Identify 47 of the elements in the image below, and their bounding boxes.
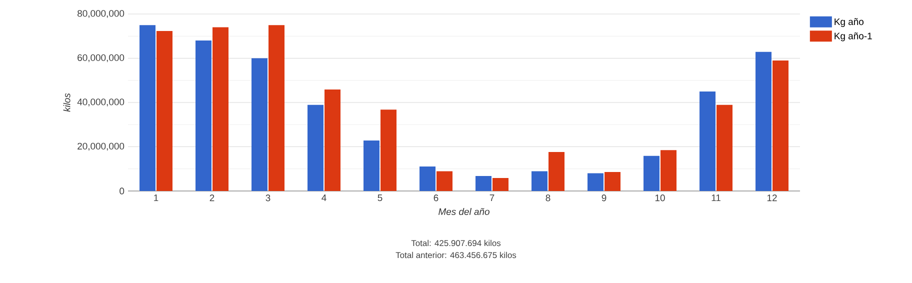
bar: [196, 40, 212, 191]
x-tick-label: 2: [210, 194, 214, 202]
bar: [268, 25, 285, 191]
y-tick-label: 20,000,000: [78, 142, 124, 151]
bar: [604, 172, 621, 191]
bar: [436, 171, 453, 191]
x-tick-label: 11: [712, 194, 720, 202]
bar: [716, 104, 733, 191]
bar: [588, 173, 604, 191]
x-tick-label: 1: [154, 194, 158, 202]
bar: [700, 91, 716, 191]
text: Total anterior: 463.456.675 kilos: [396, 252, 516, 258]
y-tick-label: 60,000,000: [78, 54, 124, 62]
x-tick-label: 4: [322, 194, 326, 202]
text: Total: 425.907.694 kilos: [411, 240, 501, 246]
x-tick-label: 6: [434, 194, 438, 202]
x-tick-label: 5: [378, 194, 382, 202]
bar: [644, 156, 660, 191]
y-axis-title: kilos: [63, 93, 70, 112]
legend-label: Kg año: [834, 18, 864, 27]
bar: [308, 104, 324, 191]
bar: [156, 31, 172, 191]
x-tick-label: 8: [546, 194, 550, 202]
y-tick-label: 0: [120, 188, 124, 194]
bar: [548, 152, 565, 191]
bar: [140, 25, 156, 191]
x-tick-label: 7: [490, 194, 494, 202]
bar: [476, 176, 492, 191]
bar: [364, 140, 380, 191]
legend-label: Kg año-1: [834, 32, 872, 42]
x-tick-label: 12: [767, 194, 777, 202]
bar: [492, 178, 509, 191]
bar: [252, 58, 268, 191]
bar: [324, 89, 341, 191]
bar: [380, 110, 397, 191]
x-tick-label: 10: [655, 194, 665, 202]
bar: [212, 27, 229, 191]
bar: [660, 150, 677, 191]
bar: [420, 166, 436, 191]
x-axis-title: Mes del año: [438, 208, 490, 216]
bar: [756, 52, 772, 191]
x-tick-label: 9: [602, 194, 606, 202]
y-tick-label: 40,000,000: [77, 98, 124, 106]
bar: [772, 60, 789, 191]
bar: [532, 171, 548, 191]
y-tick-label: 80,000,000: [78, 10, 124, 18]
x-tick-label: 3: [266, 194, 270, 202]
